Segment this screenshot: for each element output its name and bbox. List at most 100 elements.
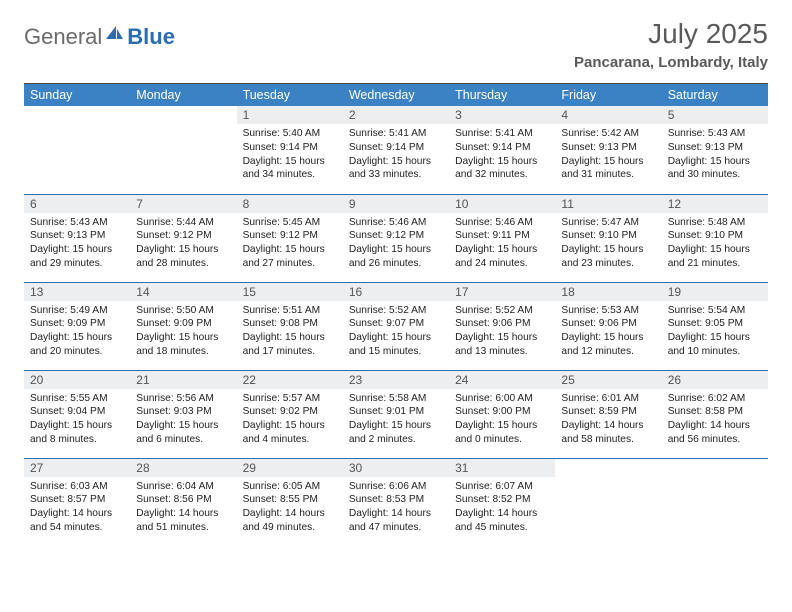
day-number: 27 xyxy=(24,459,130,477)
day-body: Sunrise: 5:51 AMSunset: 9:08 PMDaylight:… xyxy=(237,301,343,363)
day-number: 28 xyxy=(130,459,236,477)
weekday-header: Friday xyxy=(555,84,661,107)
sunset-text: Sunset: 9:07 PM xyxy=(349,317,443,331)
calendar-day-cell xyxy=(662,458,768,546)
day-body: Sunrise: 6:07 AMSunset: 8:52 PMDaylight:… xyxy=(449,477,555,539)
day-body: Sunrise: 6:00 AMSunset: 9:00 PMDaylight:… xyxy=(449,389,555,451)
day-body: Sunrise: 5:46 AMSunset: 9:12 PMDaylight:… xyxy=(343,213,449,275)
sunrise-text: Sunrise: 6:02 AM xyxy=(668,392,762,406)
sunrise-text: Sunrise: 6:03 AM xyxy=(30,480,124,494)
calendar-week-row: 13Sunrise: 5:49 AMSunset: 9:09 PMDayligh… xyxy=(24,282,768,370)
sunrise-text: Sunrise: 5:54 AM xyxy=(668,304,762,318)
logo-text-blue: Blue xyxy=(127,24,175,50)
sunrise-text: Sunrise: 5:43 AM xyxy=(30,216,124,230)
sunset-text: Sunset: 9:14 PM xyxy=(349,141,443,155)
sunrise-text: Sunrise: 6:05 AM xyxy=(243,480,337,494)
day-number xyxy=(555,459,661,463)
sunset-text: Sunset: 9:13 PM xyxy=(30,229,124,243)
sunrise-text: Sunrise: 5:46 AM xyxy=(455,216,549,230)
daylight-text: Daylight: 15 hours and 27 minutes. xyxy=(243,243,337,271)
day-number: 29 xyxy=(237,459,343,477)
daylight-text: Daylight: 15 hours and 29 minutes. xyxy=(30,243,124,271)
calendar-day-cell: 29Sunrise: 6:05 AMSunset: 8:55 PMDayligh… xyxy=(237,458,343,546)
daylight-text: Daylight: 15 hours and 23 minutes. xyxy=(561,243,655,271)
calendar-day-cell: 31Sunrise: 6:07 AMSunset: 8:52 PMDayligh… xyxy=(449,458,555,546)
calendar-day-cell: 15Sunrise: 5:51 AMSunset: 9:08 PMDayligh… xyxy=(237,282,343,370)
day-number: 15 xyxy=(237,283,343,301)
day-number: 8 xyxy=(237,195,343,213)
calendar-day-cell: 1Sunrise: 5:40 AMSunset: 9:14 PMDaylight… xyxy=(237,106,343,194)
sunrise-text: Sunrise: 5:57 AM xyxy=(243,392,337,406)
daylight-text: Daylight: 15 hours and 30 minutes. xyxy=(668,155,762,183)
daylight-text: Daylight: 14 hours and 47 minutes. xyxy=(349,507,443,535)
daylight-text: Daylight: 15 hours and 4 minutes. xyxy=(243,419,337,447)
sunrise-text: Sunrise: 5:52 AM xyxy=(349,304,443,318)
day-number: 20 xyxy=(24,371,130,389)
day-body: Sunrise: 5:53 AMSunset: 9:06 PMDaylight:… xyxy=(555,301,661,363)
calendar-week-row: 1Sunrise: 5:40 AMSunset: 9:14 PMDaylight… xyxy=(24,106,768,194)
sunset-text: Sunset: 9:11 PM xyxy=(455,229,549,243)
sunrise-text: Sunrise: 5:44 AM xyxy=(136,216,230,230)
sunset-text: Sunset: 8:53 PM xyxy=(349,493,443,507)
calendar-day-cell: 14Sunrise: 5:50 AMSunset: 9:09 PMDayligh… xyxy=(130,282,236,370)
sail-icon xyxy=(105,25,125,48)
day-number: 22 xyxy=(237,371,343,389)
daylight-text: Daylight: 15 hours and 15 minutes. xyxy=(349,331,443,359)
sunrise-text: Sunrise: 5:58 AM xyxy=(349,392,443,406)
daylight-text: Daylight: 15 hours and 2 minutes. xyxy=(349,419,443,447)
day-body: Sunrise: 6:05 AMSunset: 8:55 PMDaylight:… xyxy=(237,477,343,539)
sunset-text: Sunset: 9:13 PM xyxy=(561,141,655,155)
day-body: Sunrise: 5:52 AMSunset: 9:06 PMDaylight:… xyxy=(449,301,555,363)
day-body: Sunrise: 5:40 AMSunset: 9:14 PMDaylight:… xyxy=(237,124,343,186)
daylight-text: Daylight: 14 hours and 56 minutes. xyxy=(668,419,762,447)
sunset-text: Sunset: 9:09 PM xyxy=(30,317,124,331)
day-body: Sunrise: 5:54 AMSunset: 9:05 PMDaylight:… xyxy=(662,301,768,363)
sunset-text: Sunset: 9:14 PM xyxy=(455,141,549,155)
day-body: Sunrise: 5:58 AMSunset: 9:01 PMDaylight:… xyxy=(343,389,449,451)
day-number: 26 xyxy=(662,371,768,389)
sunset-text: Sunset: 9:05 PM xyxy=(668,317,762,331)
sunset-text: Sunset: 9:00 PM xyxy=(455,405,549,419)
sunset-text: Sunset: 9:08 PM xyxy=(243,317,337,331)
calendar-day-cell: 25Sunrise: 6:01 AMSunset: 8:59 PMDayligh… xyxy=(555,370,661,458)
calendar-day-cell: 6Sunrise: 5:43 AMSunset: 9:13 PMDaylight… xyxy=(24,194,130,282)
sunset-text: Sunset: 9:13 PM xyxy=(668,141,762,155)
day-body: Sunrise: 6:04 AMSunset: 8:56 PMDaylight:… xyxy=(130,477,236,539)
daylight-text: Daylight: 14 hours and 54 minutes. xyxy=(30,507,124,535)
calendar-day-cell: 2Sunrise: 5:41 AMSunset: 9:14 PMDaylight… xyxy=(343,106,449,194)
day-number: 5 xyxy=(662,106,768,124)
day-body: Sunrise: 5:41 AMSunset: 9:14 PMDaylight:… xyxy=(343,124,449,186)
weekday-header: Thursday xyxy=(449,84,555,107)
sunset-text: Sunset: 8:56 PM xyxy=(136,493,230,507)
day-body: Sunrise: 5:49 AMSunset: 9:09 PMDaylight:… xyxy=(24,301,130,363)
day-number: 12 xyxy=(662,195,768,213)
sunrise-text: Sunrise: 5:50 AM xyxy=(136,304,230,318)
day-number: 19 xyxy=(662,283,768,301)
logo: General Blue xyxy=(24,24,175,50)
sunrise-text: Sunrise: 5:56 AM xyxy=(136,392,230,406)
day-body: Sunrise: 5:43 AMSunset: 9:13 PMDaylight:… xyxy=(24,213,130,275)
day-body: Sunrise: 5:44 AMSunset: 9:12 PMDaylight:… xyxy=(130,213,236,275)
calendar-day-cell: 10Sunrise: 5:46 AMSunset: 9:11 PMDayligh… xyxy=(449,194,555,282)
sunset-text: Sunset: 9:12 PM xyxy=(136,229,230,243)
daylight-text: Daylight: 15 hours and 20 minutes. xyxy=(30,331,124,359)
calendar-day-cell: 17Sunrise: 5:52 AMSunset: 9:06 PMDayligh… xyxy=(449,282,555,370)
calendar-body: 1Sunrise: 5:40 AMSunset: 9:14 PMDaylight… xyxy=(24,106,768,546)
day-number: 7 xyxy=(130,195,236,213)
sunset-text: Sunset: 9:12 PM xyxy=(243,229,337,243)
daylight-text: Daylight: 15 hours and 26 minutes. xyxy=(349,243,443,271)
day-body: Sunrise: 5:55 AMSunset: 9:04 PMDaylight:… xyxy=(24,389,130,451)
day-body: Sunrise: 5:46 AMSunset: 9:11 PMDaylight:… xyxy=(449,213,555,275)
calendar-week-row: 27Sunrise: 6:03 AMSunset: 8:57 PMDayligh… xyxy=(24,458,768,546)
calendar-day-cell: 30Sunrise: 6:06 AMSunset: 8:53 PMDayligh… xyxy=(343,458,449,546)
sunset-text: Sunset: 8:52 PM xyxy=(455,493,549,507)
calendar-day-cell: 4Sunrise: 5:42 AMSunset: 9:13 PMDaylight… xyxy=(555,106,661,194)
sunset-text: Sunset: 9:10 PM xyxy=(668,229,762,243)
daylight-text: Daylight: 15 hours and 21 minutes. xyxy=(668,243,762,271)
daylight-text: Daylight: 14 hours and 51 minutes. xyxy=(136,507,230,535)
sunset-text: Sunset: 8:57 PM xyxy=(30,493,124,507)
calendar-day-cell: 13Sunrise: 5:49 AMSunset: 9:09 PMDayligh… xyxy=(24,282,130,370)
sunset-text: Sunset: 9:01 PM xyxy=(349,405,443,419)
day-number xyxy=(130,106,236,110)
sunset-text: Sunset: 9:06 PM xyxy=(455,317,549,331)
